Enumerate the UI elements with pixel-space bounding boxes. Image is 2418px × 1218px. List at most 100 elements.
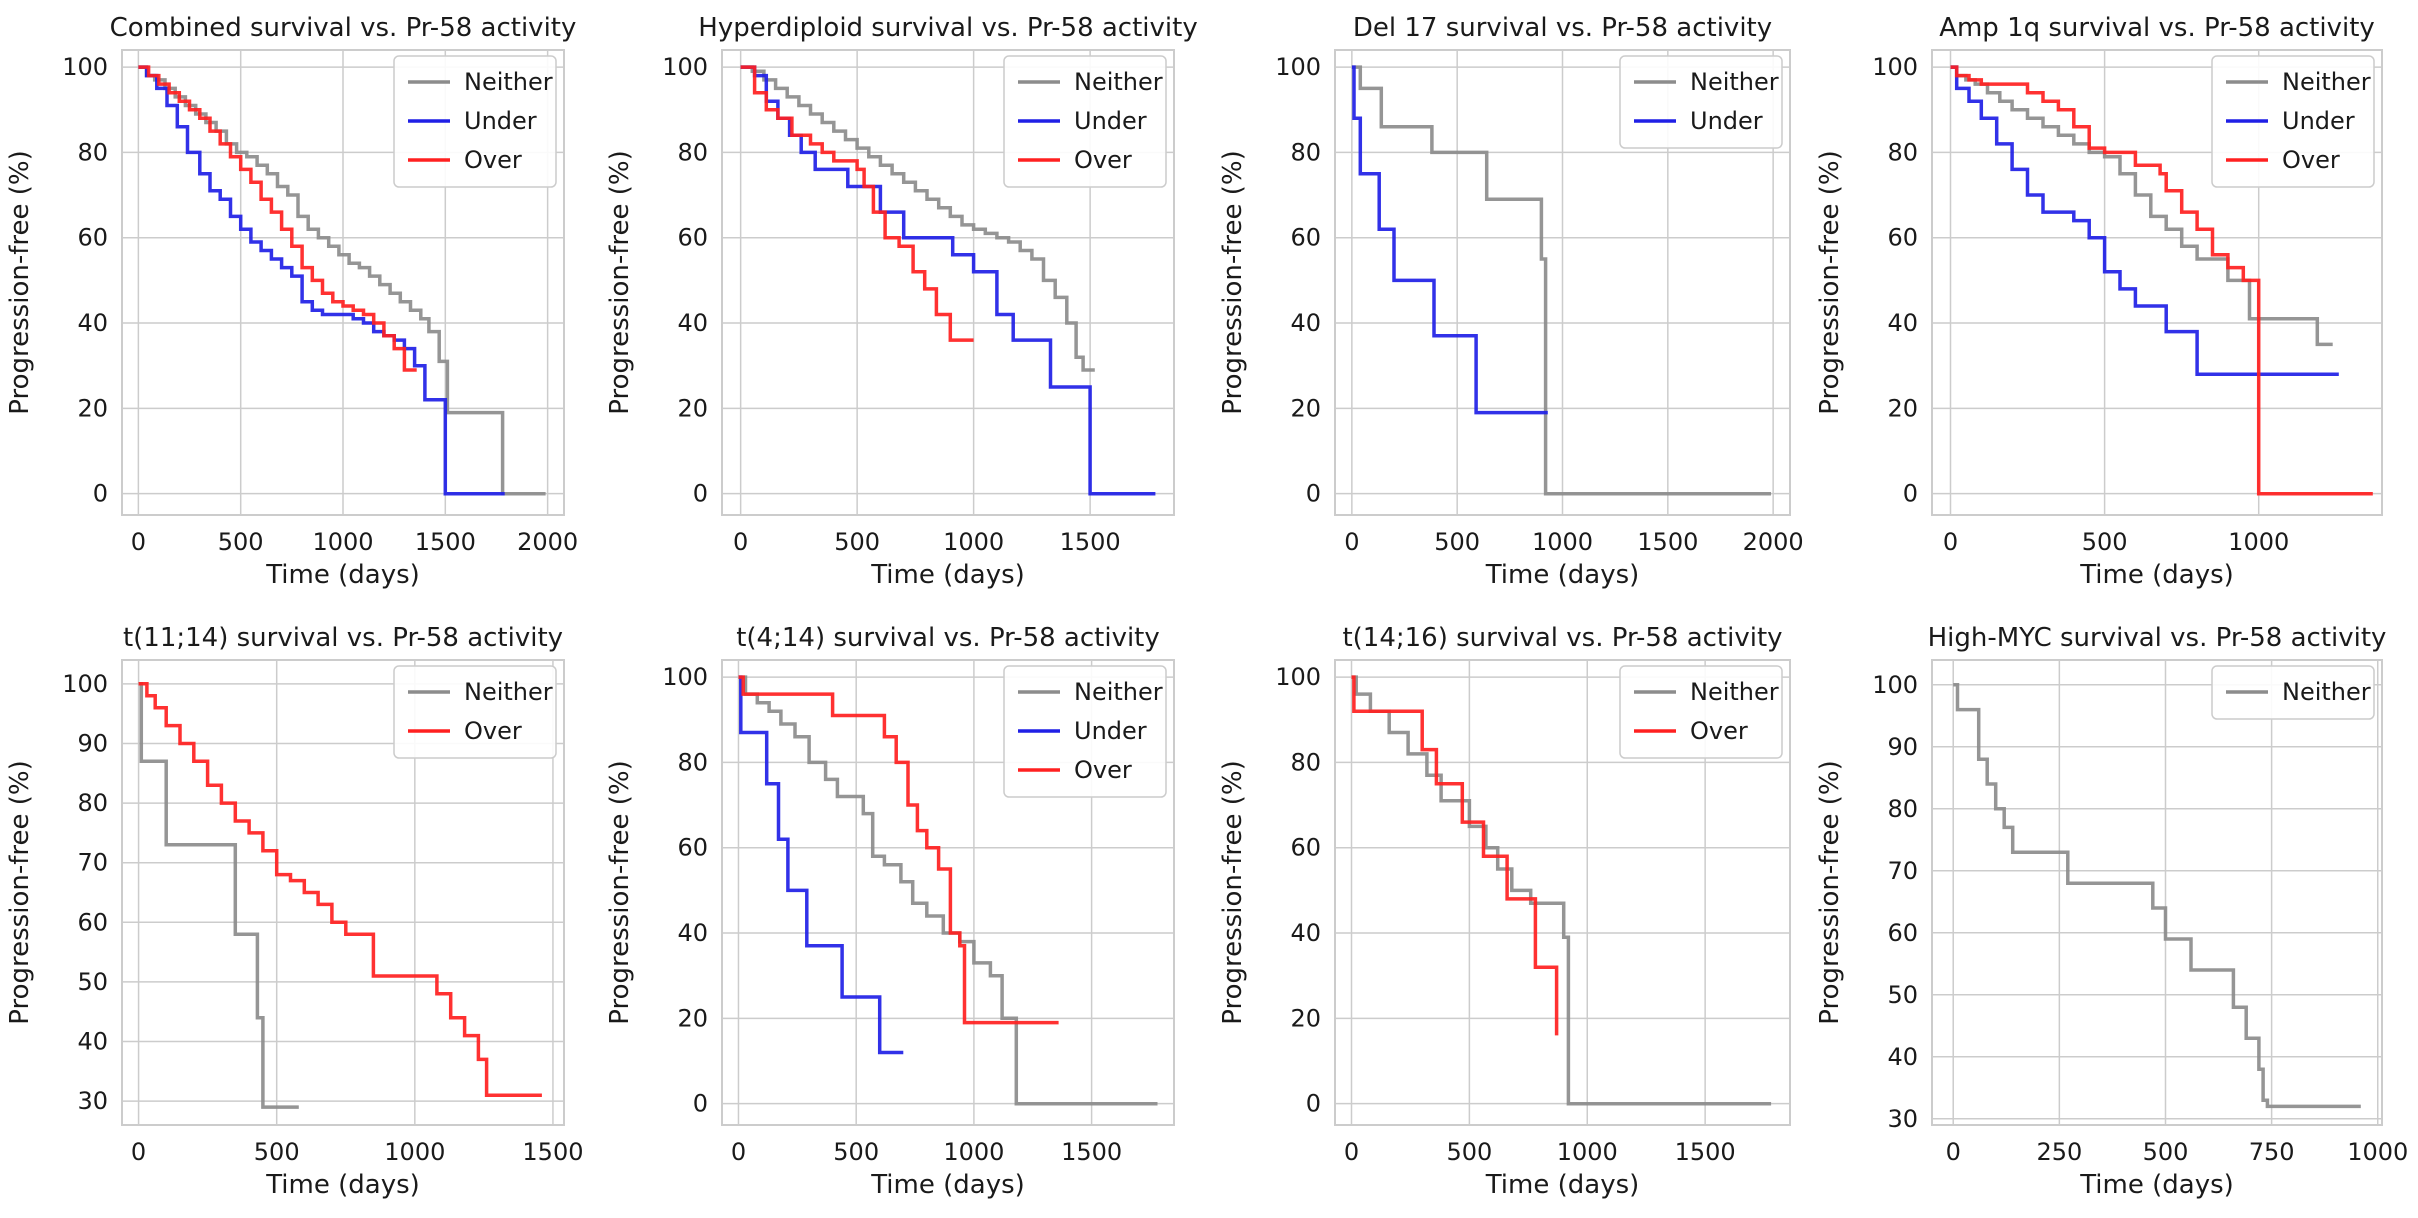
chart-8-y-tick-label: 30 <box>1887 1105 1918 1133</box>
chart-3-y-tick-label: 40 <box>1290 309 1321 337</box>
chart-7-title: t(14;16) survival vs. Pr-58 activity <box>1342 623 1782 653</box>
chart-8-x-tick-label: 1000 <box>2347 1138 2408 1166</box>
chart-7-x-tick-label: 500 <box>1446 1138 1492 1166</box>
chart-6-y-tick-label: 100 <box>662 663 708 691</box>
chart-5-x-tick-label: 500 <box>254 1138 300 1166</box>
chart-8-legend <box>2211 665 2375 720</box>
chart-3-x-axis-label: Time (days) <box>1485 560 1640 590</box>
chart-8-x-tick-label: 750 <box>2249 1138 2295 1166</box>
chart-3-legend-label-under: Under <box>1690 107 1763 135</box>
chart-3-x-tick-label: 2000 <box>1743 528 1804 556</box>
chart-4-y-tick-label: 0 <box>1903 480 1918 508</box>
chart-5-x-tick-label: 1000 <box>384 1138 445 1166</box>
chart-4-legend-label-over: Over <box>2282 146 2340 174</box>
chart-5-x-tick-label: 0 <box>131 1138 146 1166</box>
chart-5-y-tick-label: 60 <box>77 908 108 936</box>
chart-8-series-neither <box>1953 683 2361 1109</box>
chart-1-series-under <box>138 65 505 496</box>
chart-4-y-tick-label: 80 <box>1887 138 1918 166</box>
chart-5-y-tick-label: 100 <box>62 670 108 698</box>
chart-6-title: t(4;14) survival vs. Pr-58 activity <box>736 623 1160 653</box>
chart-3-x-tick-label: 0 <box>1344 528 1359 556</box>
chart-3-x-tick-label: 1000 <box>1532 528 1593 556</box>
chart-4-x-tick-label: 1000 <box>2228 528 2289 556</box>
chart-4-y-tick-label: 60 <box>1887 224 1918 252</box>
chart-8-legend-label-neither: Neither <box>2282 678 2371 706</box>
chart-5-x-tick-label: 1500 <box>522 1138 583 1166</box>
chart-1-y-tick-label: 20 <box>77 394 108 422</box>
chart-7-legend-label-over: Over <box>1690 717 1748 745</box>
chart-6-frame <box>721 659 1175 1126</box>
chart-1-legend <box>393 55 557 188</box>
chart-2-series-over <box>740 65 974 342</box>
chart-4-legend-label-under: Under <box>2282 107 2355 135</box>
chart-4-series-over <box>1950 65 2373 496</box>
chart-6-x-axis-label: Time (days) <box>870 1170 1025 1200</box>
chart-6: 0 500 1000 1500 0 20 40 60 80 100 t(4;14) survival… <box>605 623 1175 1200</box>
chart-1-legend-label-over: Over <box>464 146 522 174</box>
chart-8-x-tick-label: 500 <box>2143 1138 2189 1166</box>
chart-2-x-tick-label: 0 <box>733 528 748 556</box>
chart-1-y-tick-label: 40 <box>77 309 108 337</box>
chart-7-x-tick-label: 1500 <box>1675 1138 1736 1166</box>
chart-5: 0 500 1000 1500 30 40 50 60 70 80 90 100 t(11;14) su… <box>5 623 583 1200</box>
chart-8-y-tick-label: 60 <box>1887 919 1918 947</box>
chart-4-series-under <box>1950 65 2339 376</box>
chart-4-x-tick-label: 500 <box>2082 528 2128 556</box>
chart-1-x-tick-label: 1500 <box>415 528 476 556</box>
chart-4-legend <box>2211 55 2375 188</box>
chart-2-legend-label-over: Over <box>1074 146 1132 174</box>
chart-3-frame <box>1334 49 1791 516</box>
chart-8: 0 250 500 750 1000 30 40 50 60 70 80 90 100 High-MYC … <box>1815 623 2408 1200</box>
chart-7-legend-label-neither: Neither <box>1690 678 1779 706</box>
chart-5-y-tick-label: 50 <box>77 968 108 996</box>
chart-7-y-tick-label: 80 <box>1290 748 1321 776</box>
chart-6-x-tick-label: 1500 <box>1061 1138 1122 1166</box>
chart-5-y-axis-label: Progression-free (%) <box>5 760 35 1024</box>
chart-4-y-axis-label: Progression-free (%) <box>1815 150 1845 414</box>
chart-6-legend-label-over: Over <box>1074 756 1132 784</box>
chart-3: 0 500 1000 1500 2000 0 20 40 60 80 100 Del 17 survi… <box>1218 13 1804 590</box>
chart-6-y-tick-label: 40 <box>677 919 708 947</box>
chart-5-series-over <box>138 682 542 1097</box>
chart-8-title: High-MYC survival vs. Pr-58 activity <box>1928 623 2387 653</box>
chart-2-x-axis-label: Time (days) <box>870 560 1025 590</box>
chart-2-y-axis-label: Progression-free (%) <box>605 150 635 414</box>
chart-4-legend-label-neither: Neither <box>2282 68 2371 96</box>
chart-5-y-tick-label: 40 <box>77 1028 108 1056</box>
chart-6-y-tick-label: 80 <box>677 748 708 776</box>
chart-6-y-tick-label: 20 <box>677 1004 708 1032</box>
chart-7-x-tick-label: 1000 <box>1557 1138 1618 1166</box>
chart-1-series-neither <box>138 65 546 496</box>
chart-3-y-tick-label: 0 <box>1306 480 1321 508</box>
chart-8-y-tick-label: 90 <box>1887 733 1918 761</box>
chart-5-y-tick-label: 90 <box>77 729 108 757</box>
chart-5-y-tick-label: 80 <box>77 789 108 817</box>
chart-3-title: Del 17 survival vs. Pr-58 activity <box>1353 13 1772 43</box>
chart-1-y-tick-label: 60 <box>77 224 108 252</box>
chart-6-x-tick-label: 500 <box>833 1138 879 1166</box>
chart-1-x-axis-label: Time (days) <box>265 560 420 590</box>
chart-3-y-tick-label: 100 <box>1275 53 1321 81</box>
chart-1-y-tick-label: 80 <box>77 138 108 166</box>
chart-7-y-tick-label: 0 <box>1306 1090 1321 1118</box>
chart-5-legend <box>393 665 557 759</box>
chart-4-y-tick-label: 100 <box>1872 53 1918 81</box>
chart-6-series-under <box>738 675 904 1055</box>
chart-6-y-tick-label: 60 <box>677 834 708 862</box>
chart-2-y-tick-label: 60 <box>677 224 708 252</box>
chart-8-y-tick-label: 40 <box>1887 1043 1918 1071</box>
chart-7-y-tick-label: 100 <box>1275 663 1321 691</box>
chart-4: 0 500 1000 0 20 40 60 80 100 Amp 1q survival vs. … <box>1815 13 2383 590</box>
chart-1-frame <box>121 49 565 516</box>
chart-6-series-neither <box>738 675 1158 1106</box>
chart-8-x-tick-label: 0 <box>1946 1138 1961 1166</box>
chart-1-y-tick-label: 0 <box>93 480 108 508</box>
chart-6-y-axis-label: Progression-free (%) <box>605 760 635 1024</box>
chart-2: 0 500 1000 1500 0 20 40 60 80 100 Hyperdiploid sur… <box>605 13 1198 590</box>
chart-8-x-axis-label: Time (days) <box>2079 1170 2234 1200</box>
chart-2-legend <box>1003 55 1167 188</box>
chart-4-x-axis-label: Time (days) <box>2079 560 2234 590</box>
